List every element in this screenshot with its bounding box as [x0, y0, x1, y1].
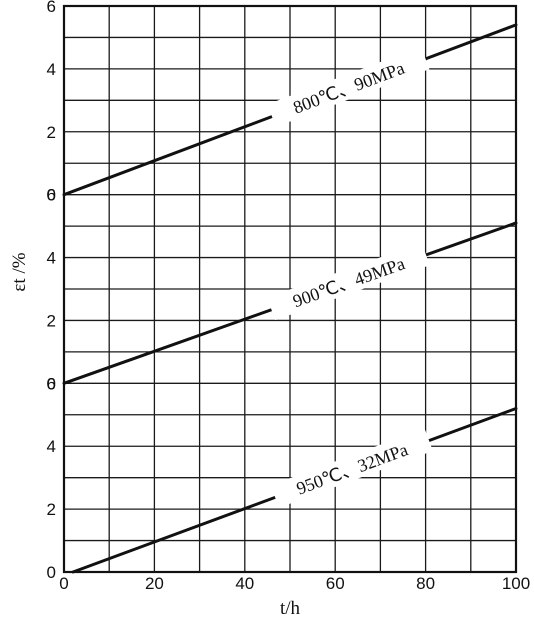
series-label: 900℃、49MPa: [290, 253, 407, 311]
y-tick-label: 4: [47, 249, 56, 268]
series-label: 800℃、90MPa: [290, 58, 407, 118]
x-tick-label: 20: [145, 574, 164, 593]
y-tick-label: 2: [47, 500, 56, 519]
y-tick-label: 4: [47, 437, 56, 456]
y-axis-label: εt /%: [9, 252, 30, 291]
plot-frame: [62, 4, 518, 574]
series-label-background: [270, 428, 433, 508]
y-tick-label: 4: [47, 60, 56, 79]
x-tick-label: 40: [235, 574, 254, 593]
y-tick-label: 2: [47, 311, 56, 330]
series-label-background: [267, 242, 430, 321]
series-label-group: 950℃、32MPa: [270, 428, 433, 508]
x-tick-label: 60: [326, 574, 345, 593]
series-label-group: 800℃、90MPa: [267, 46, 430, 127]
x-tick-label: 0: [59, 574, 68, 593]
x-tick-label: 80: [416, 574, 435, 593]
y-tick-label: 6: [47, 374, 56, 393]
y-tick-label: 6: [47, 0, 56, 16]
y-tick-label: 6: [47, 186, 56, 205]
x-axis-label: t/h: [280, 598, 301, 619]
y-tick-label: 0: [47, 374, 56, 393]
y-tick-label: 0: [47, 186, 56, 205]
y-tick-label: 2: [47, 123, 56, 142]
series-label-background: [267, 46, 430, 127]
x-tick-label: 100: [502, 574, 530, 593]
series-label-group: 900℃、49MPa: [267, 242, 430, 321]
series-labels: 800℃、90MPa 900℃、49MPa 950℃、32MPa: [267, 46, 433, 508]
y-tick-label: 0: [47, 563, 56, 582]
series-label: 950℃、32MPa: [294, 439, 411, 498]
